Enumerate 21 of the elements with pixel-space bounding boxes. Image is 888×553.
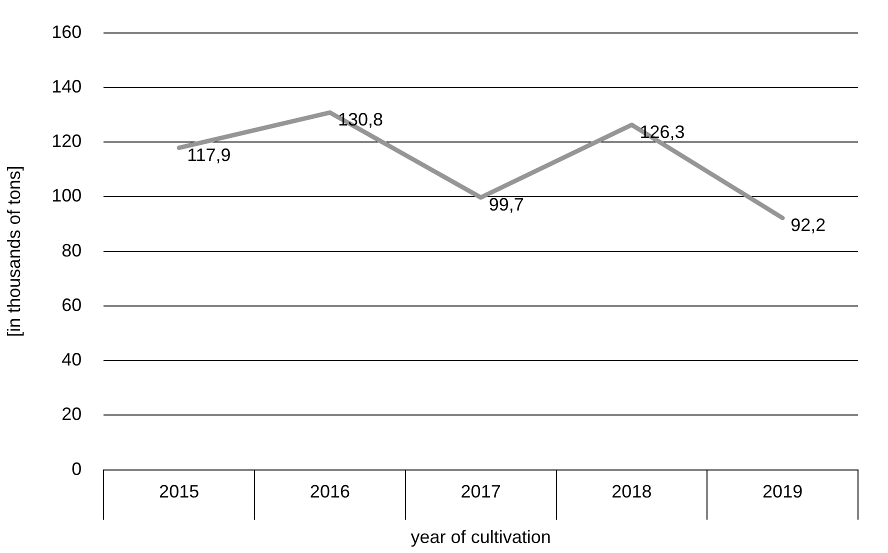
x-tick-label: 2019 [762, 482, 803, 502]
y-tick-label: 140 [52, 76, 82, 96]
y-tick-label: 100 [52, 186, 82, 206]
x-tick-label: 2018 [612, 482, 652, 502]
y-tick-label: 20 [62, 404, 82, 424]
y-tick-label: 0 [72, 458, 82, 479]
y-axis-title: [in thousands of tons] [4, 166, 24, 337]
data-label: 130,8 [338, 110, 383, 130]
y-tick-label: 120 [52, 131, 82, 152]
x-tick-label: 2015 [159, 482, 200, 502]
data-label: 117,9 [187, 144, 231, 165]
data-label: 99,7 [488, 194, 524, 214]
y-tick-label: 40 [62, 350, 82, 370]
data-label: 126,3 [640, 122, 685, 142]
x-tick-label: 2016 [310, 482, 350, 502]
x-axis-title: year of cultivation [410, 527, 551, 548]
x-tick-label: 2017 [460, 482, 501, 502]
data-label: 92,2 [790, 214, 826, 235]
y-tick-label: 160 [52, 22, 82, 42]
y-tick-label: 80 [62, 240, 82, 260]
y-tick-label: 60 [62, 294, 82, 315]
